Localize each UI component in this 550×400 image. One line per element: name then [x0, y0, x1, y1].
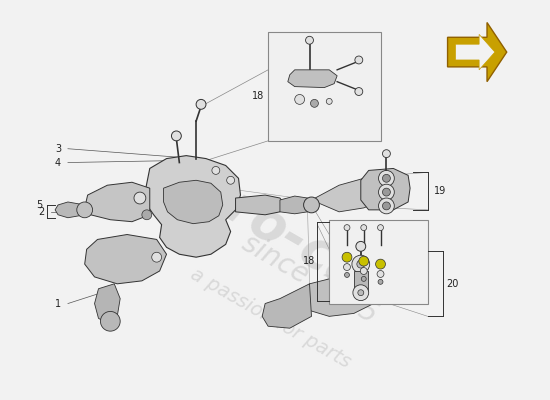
- Polygon shape: [288, 70, 337, 88]
- Circle shape: [357, 260, 365, 268]
- Polygon shape: [85, 234, 167, 284]
- Polygon shape: [95, 284, 120, 323]
- Polygon shape: [448, 22, 507, 82]
- Polygon shape: [55, 202, 85, 218]
- Circle shape: [306, 36, 313, 44]
- Polygon shape: [280, 196, 311, 214]
- Circle shape: [382, 150, 390, 158]
- Text: 19: 19: [433, 186, 446, 196]
- Circle shape: [361, 225, 367, 230]
- Text: 3: 3: [55, 144, 61, 154]
- Text: 1: 1: [55, 298, 61, 308]
- Circle shape: [172, 131, 182, 141]
- Circle shape: [101, 312, 120, 331]
- Circle shape: [355, 88, 363, 96]
- Circle shape: [342, 252, 352, 262]
- Circle shape: [152, 252, 162, 262]
- Circle shape: [344, 272, 349, 278]
- Circle shape: [355, 56, 363, 64]
- Polygon shape: [262, 284, 311, 328]
- Polygon shape: [361, 168, 410, 210]
- Polygon shape: [455, 34, 495, 70]
- Text: since 1985: since 1985: [237, 229, 382, 329]
- Circle shape: [227, 176, 234, 184]
- Circle shape: [382, 202, 390, 210]
- Circle shape: [360, 268, 367, 274]
- Text: a passion for parts: a passion for parts: [186, 265, 354, 372]
- Circle shape: [304, 197, 320, 213]
- Text: 20: 20: [446, 279, 459, 289]
- Text: 2: 2: [38, 207, 45, 217]
- Circle shape: [353, 285, 369, 300]
- Circle shape: [376, 259, 386, 269]
- Circle shape: [377, 270, 384, 278]
- Text: 4: 4: [55, 158, 61, 168]
- Circle shape: [326, 98, 332, 104]
- Text: 18: 18: [304, 256, 316, 266]
- Text: euro-car: euro-car: [153, 144, 397, 315]
- Circle shape: [356, 242, 366, 251]
- Circle shape: [77, 202, 92, 218]
- Circle shape: [378, 184, 394, 200]
- Circle shape: [352, 255, 370, 273]
- Circle shape: [311, 100, 318, 107]
- Circle shape: [377, 225, 383, 230]
- Text: 18: 18: [252, 92, 265, 102]
- Circle shape: [134, 192, 146, 204]
- Polygon shape: [301, 274, 378, 316]
- Circle shape: [382, 174, 390, 182]
- Polygon shape: [311, 178, 388, 212]
- Circle shape: [378, 279, 383, 284]
- Text: 5: 5: [36, 200, 42, 210]
- Circle shape: [378, 170, 394, 186]
- Polygon shape: [146, 156, 240, 257]
- Circle shape: [382, 188, 390, 196]
- Circle shape: [344, 225, 350, 230]
- Circle shape: [142, 210, 152, 220]
- Circle shape: [196, 100, 206, 109]
- Circle shape: [361, 276, 366, 281]
- Circle shape: [295, 94, 305, 104]
- Polygon shape: [85, 182, 150, 222]
- Polygon shape: [235, 195, 285, 215]
- Polygon shape: [163, 180, 223, 224]
- Bar: [268, 32, 382, 141]
- Circle shape: [344, 264, 350, 270]
- Circle shape: [212, 166, 220, 174]
- Bar: [329, 220, 428, 304]
- Circle shape: [378, 198, 394, 214]
- Bar: [354, 271, 368, 291]
- Circle shape: [359, 256, 369, 266]
- Circle shape: [358, 290, 364, 296]
